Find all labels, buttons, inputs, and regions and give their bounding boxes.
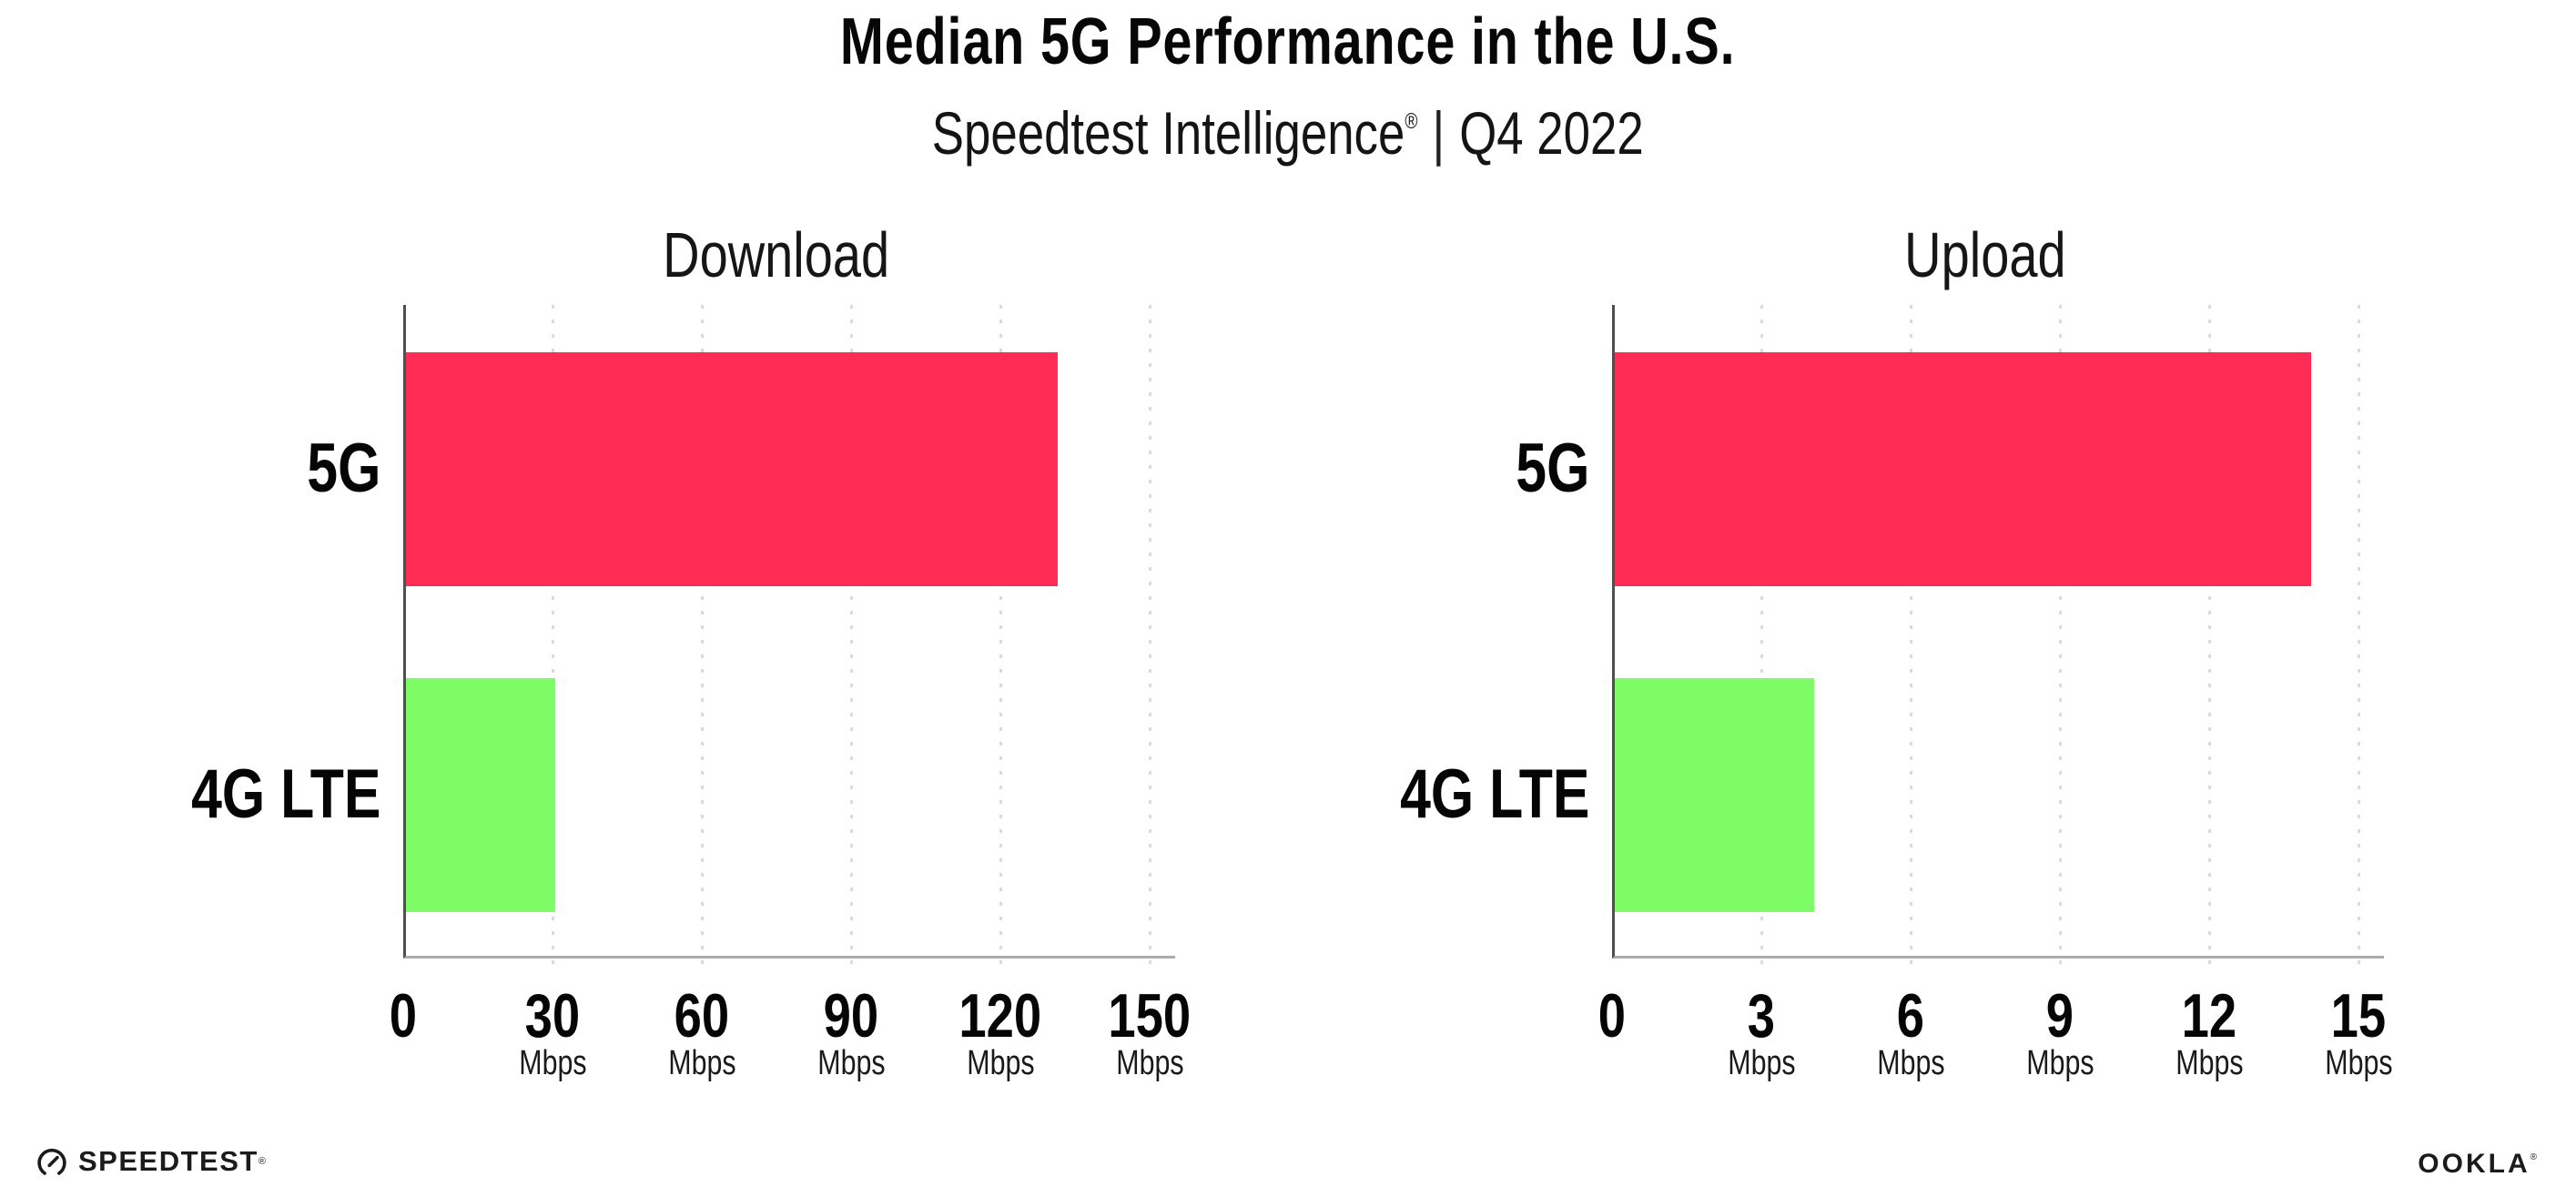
x-tick-unit: Mbps	[2324, 1044, 2393, 1082]
ookla-logo: OOKLA®	[2418, 1149, 2540, 1180]
ookla-wordmark: OOKLA	[2418, 1149, 2530, 1179]
subtitle-separator: |	[1432, 99, 1445, 167]
x-tick-unit: Mbps	[1115, 1044, 1184, 1082]
page-title: Median 5G Performance in the U.S.	[0, 7, 2576, 76]
x-tick-label: 150	[1108, 981, 1192, 1050]
gridline-15	[2358, 305, 2360, 969]
chart-upload: Upload 5G 4G LTE 0 3 Mbps 6 Mbps 9 Mbps 12 Mbps 15 Mb…	[1345, 218, 2419, 1129]
x-tick-unit: Mbps	[966, 1044, 1035, 1082]
gridline-12	[2208, 305, 2211, 969]
x-tick-label: 15	[2330, 981, 2387, 1050]
gridline-6	[1910, 305, 1912, 969]
row-label-5g: 5G	[306, 430, 380, 507]
x-tick-label: 120	[958, 981, 1042, 1050]
x-tick-unit: Mbps	[667, 1044, 736, 1082]
page-subtitle: Speedtest Intelligence® | Q4 2022	[0, 89, 2576, 166]
x-tick-label: 30	[524, 981, 581, 1050]
x-tick-unit: Mbps	[2025, 1044, 2094, 1082]
gridline-120	[999, 305, 1002, 969]
gridline-60	[701, 305, 704, 969]
row-label-5g: 5G	[1515, 430, 1589, 507]
registered-mark-icon: ®	[1405, 109, 1418, 134]
x-tick-unit: Mbps	[518, 1044, 587, 1082]
x-tick-label: 0	[389, 981, 418, 1050]
x-tick-label: 9	[2045, 981, 2074, 1050]
x-tick-label: 12	[2181, 981, 2237, 1050]
x-tick-label: 6	[1896, 981, 1925, 1050]
row-label-4g-lte: 4G LTE	[1399, 756, 1589, 833]
x-tick-unit: Mbps	[2175, 1044, 2244, 1082]
speedtest-logo: SPEEDTEST ®	[35, 1143, 266, 1180]
ookla-registered-icon: ®	[2530, 1152, 2540, 1162]
bar-4g-lte	[406, 678, 555, 912]
speedtest-registered-icon: ®	[258, 1156, 266, 1167]
x-tick-label: 0	[1597, 981, 1627, 1050]
row-label-4g-lte: 4G LTE	[190, 756, 380, 833]
chart-title: Download	[663, 219, 890, 290]
chart-title: Upload	[1904, 219, 2066, 290]
speedtest-wordmark: SPEEDTEST	[78, 1145, 259, 1177]
plot-area	[403, 305, 1175, 969]
subtitle-brand: Speedtest Intelligence	[931, 99, 1405, 167]
gridline-9	[2059, 305, 2062, 969]
x-tick-unit: Mbps	[1876, 1044, 1945, 1082]
subtitle-period: Q4 2022	[1459, 99, 1645, 167]
x-tick-label: 60	[674, 981, 730, 1050]
x-tick-label: 90	[823, 981, 879, 1050]
plot-area	[1612, 305, 2384, 969]
gridline-150	[1149, 305, 1151, 969]
gridline-90	[850, 305, 853, 969]
gridline-3	[1760, 305, 1763, 969]
page-title-text: Median 5G Performance in the U.S.	[840, 5, 1736, 78]
speedtest-gauge-icon	[37, 1148, 66, 1175]
gridline-30	[552, 305, 554, 969]
x-tick-unit: Mbps	[816, 1044, 886, 1082]
chart-download: Download 5G 4G LTE 0 30 Mbps 60 Mbps 90 Mbps 120 Mb…	[137, 218, 1211, 1129]
bar-4g-lte	[1615, 678, 1814, 912]
x-tick-label: 3	[1747, 981, 1776, 1050]
bar-5g	[1615, 352, 2311, 586]
x-tick-unit: Mbps	[1727, 1044, 1796, 1082]
bar-5g	[406, 352, 1058, 586]
